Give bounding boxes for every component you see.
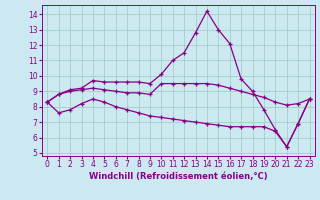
- X-axis label: Windchill (Refroidissement éolien,°C): Windchill (Refroidissement éolien,°C): [89, 172, 268, 181]
